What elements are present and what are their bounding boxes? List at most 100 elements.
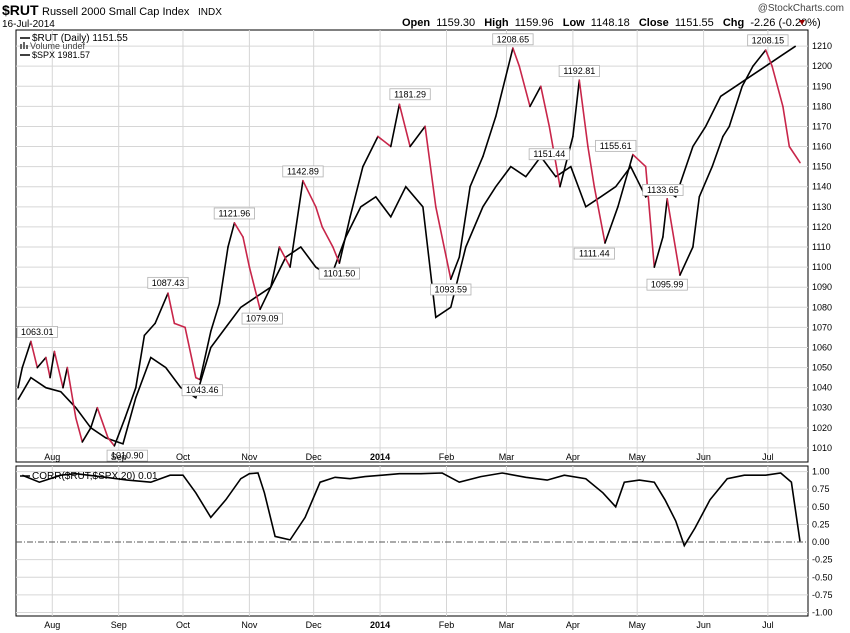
price-y-tick: 1020 <box>812 423 832 433</box>
rut-line-segment <box>173 322 186 329</box>
legend-corr: CORR($RUT,$SPX,20) 0.01 <box>32 471 158 482</box>
rut-line-segment <box>529 85 542 108</box>
rut-line-segment <box>666 198 681 276</box>
price-y-tick: 1160 <box>812 142 831 152</box>
price-y-tick: 1120 <box>812 222 831 232</box>
corr-y-tick: 1.00 <box>812 467 830 477</box>
corr-x-tick: Oct <box>176 620 191 630</box>
legend-volume: Volume undef <box>30 41 86 51</box>
corr-x-tick: Nov <box>241 620 258 630</box>
rut-line-segment <box>242 236 251 268</box>
chg-label: Chg <box>723 17 744 29</box>
rut-line-segment <box>199 330 212 381</box>
price-x-tick: 2014 <box>370 452 390 462</box>
rut-line-segment <box>741 65 754 88</box>
rut-line-segment <box>409 125 426 148</box>
price-annotation-box <box>595 139 637 152</box>
high-value: 1159.96 <box>515 17 554 29</box>
corr-x-tick: Feb <box>439 620 455 630</box>
price-annotation-box <box>213 207 255 220</box>
price-x-tick: Aug <box>44 452 60 462</box>
corr-grid <box>16 466 808 616</box>
price-y-tick: 1100 <box>812 262 831 272</box>
rut-line-segment <box>587 145 596 188</box>
price-annotation: 1111.44 <box>579 249 610 259</box>
price-annotations: 1063.01 1010.90 1087.43 1043.46 1121.96 1079.… <box>16 33 789 462</box>
rut-line-segment <box>764 49 773 67</box>
price-annotation: 1133.65 <box>647 185 679 195</box>
price-annotation: 1151.44 <box>533 149 565 159</box>
rut-line-segment <box>349 165 364 218</box>
low-label: Low <box>563 17 585 29</box>
rut-line-segment <box>302 179 317 208</box>
header-date: 16-Jul-2014 <box>2 19 55 30</box>
corr-x-tick: Dec <box>306 620 323 630</box>
open-value: 1159.30 <box>436 17 475 29</box>
price-y-tick: 1010 <box>812 443 832 453</box>
rut-line-segment <box>604 206 619 244</box>
price-annotation-box <box>106 449 148 462</box>
price-y-tick: 1070 <box>812 322 832 332</box>
rut-line-segment <box>289 179 304 268</box>
rut-line-segment <box>662 198 669 238</box>
header-name: Russell 2000 Small Cap Index <box>42 6 190 18</box>
rut-line-segment <box>49 350 56 379</box>
rut-line-segment <box>782 105 791 148</box>
rut-line-segment <box>62 366 69 389</box>
rut-line-segment <box>653 236 664 268</box>
price-y-axis: 1010 1020 1030 1040 1050 1060 1070 1080 1090 1100… <box>812 41 832 453</box>
rut-line-segment <box>458 185 471 258</box>
rut-line-segment <box>389 103 401 148</box>
corr-y-tick: 0.50 <box>812 502 830 512</box>
price-y-tick: 1150 <box>812 162 831 172</box>
rut-line-segment <box>711 135 724 168</box>
price-x-tick: Sep <box>111 452 127 462</box>
corr-x-tick: 2014 <box>370 620 390 630</box>
rut-line-segment <box>143 322 156 337</box>
rut-line-segment <box>53 350 64 389</box>
rut-line-segment <box>30 340 39 369</box>
rut-line-segment <box>332 246 341 264</box>
price-annotation-box <box>282 165 324 178</box>
rut-line-segment <box>259 286 272 311</box>
price-annotation: 1043.46 <box>186 385 219 395</box>
price-x-tick: May <box>629 452 647 462</box>
rut-line-segment <box>518 65 531 108</box>
price-panel-frame <box>15 29 809 463</box>
volume-bar-icon <box>23 42 25 49</box>
rut-line-segment <box>45 356 51 379</box>
corr-series <box>21 472 801 548</box>
price-annotation-box <box>747 34 789 47</box>
rut-line-segment <box>434 206 452 281</box>
rut-line-segment <box>644 165 656 268</box>
price-y-tick: 1080 <box>812 302 832 312</box>
rut-line-segment <box>398 103 411 148</box>
price-y-tick: 1040 <box>812 383 832 393</box>
price-y-tick: 1170 <box>812 121 831 131</box>
rut-line-segment <box>278 246 291 268</box>
rut-line-segment <box>632 153 647 168</box>
rut-line-segment <box>154 292 169 325</box>
price-annotation: 1142.89 <box>287 166 319 176</box>
price-annotation-box <box>528 148 570 161</box>
corr-y-tick: -0.75 <box>812 590 833 600</box>
corr-line <box>21 472 801 548</box>
rut-line-segment <box>135 334 146 389</box>
down-arrow-icon <box>799 20 805 25</box>
rut-line-segment <box>233 222 244 238</box>
corr-x-tick: Sep <box>111 620 127 630</box>
price-annotation-box <box>181 384 223 397</box>
rut-line-segment <box>218 246 229 305</box>
price-annotation: 1101.50 <box>323 269 355 279</box>
price-x-tick: Nov <box>241 452 258 462</box>
price-y-tick: 1090 <box>812 282 832 292</box>
price-annotation-box <box>241 312 283 325</box>
rut-line-segment <box>578 79 589 148</box>
price-panel: 1010 1020 1030 1040 1050 1060 1070 1080 1090 1100… <box>15 29 832 463</box>
corr-x-tick: Jun <box>696 620 711 630</box>
header-exchange: INDX <box>198 7 222 18</box>
price-x-tick: Mar <box>499 452 515 462</box>
rut-line-segment <box>90 406 99 429</box>
rut-line-segment <box>559 135 574 188</box>
price-x-tick: Oct <box>176 452 191 462</box>
